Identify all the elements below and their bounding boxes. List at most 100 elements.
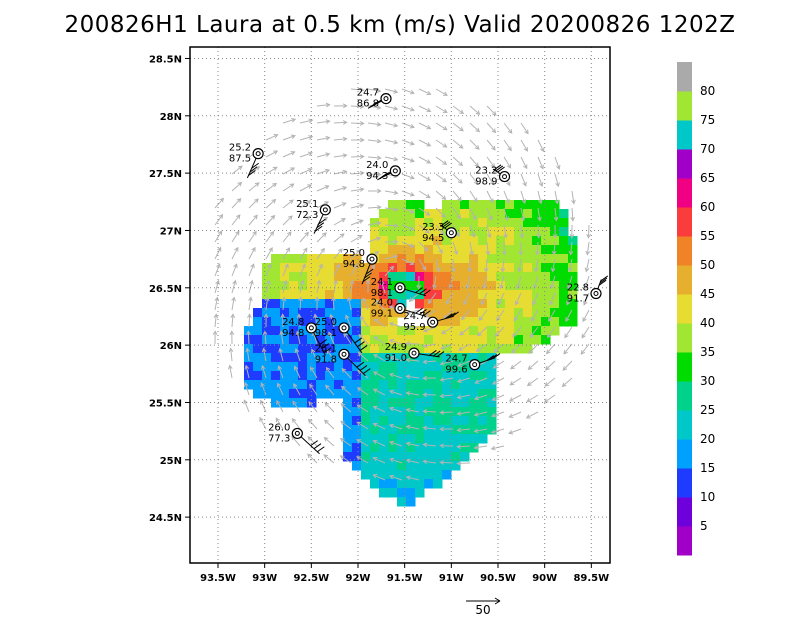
- wind-vector: [530, 309, 539, 322]
- speed-cell: [289, 317, 299, 327]
- speed-cell: [505, 218, 515, 228]
- wind-vector: [456, 427, 471, 433]
- wind-vector: [261, 347, 267, 362]
- speed-cell: [334, 389, 344, 399]
- wind-vector: [584, 258, 590, 273]
- speed-cell: [379, 290, 389, 300]
- wind-vector: [463, 292, 471, 306]
- wind-vector: [367, 105, 382, 110]
- speed-cell: [298, 380, 308, 390]
- wind-vector: [418, 156, 432, 164]
- wind-vector: [418, 258, 427, 271]
- wind-vector: [384, 254, 399, 260]
- wind-vector: [356, 404, 369, 413]
- speed-cell: [424, 344, 434, 354]
- speed-cell: [298, 317, 308, 327]
- speed-cell: [343, 425, 353, 435]
- wind-vector: [231, 181, 243, 192]
- speed-cell: [433, 425, 443, 435]
- speed-cell: [352, 443, 362, 453]
- speed-cell: [352, 398, 362, 408]
- speed-cell: [253, 344, 263, 354]
- speed-cell: [505, 209, 515, 219]
- speed-cell: [352, 461, 362, 471]
- wind-barb-feather: [354, 337, 363, 344]
- speed-cell: [361, 380, 371, 390]
- speed-cell: [334, 254, 344, 264]
- wind-barb-feather: [310, 440, 318, 447]
- speed-cell: [460, 272, 470, 282]
- speed-cell: [487, 209, 497, 219]
- speed-cell: [370, 290, 380, 300]
- dropsonde-station: 24.799.6: [445, 353, 501, 376]
- wind-vector: [246, 330, 251, 345]
- wind-vector: [418, 122, 432, 130]
- speed-cell: [262, 281, 272, 291]
- wind-barb-feather: [323, 347, 332, 354]
- wind-vector: [474, 377, 488, 384]
- wind-vector: [482, 275, 488, 290]
- wind-barb-feather: [448, 312, 456, 319]
- station-marker-inner: [383, 96, 389, 102]
- speed-cell: [568, 263, 578, 273]
- speed-cell: [388, 254, 398, 264]
- speed-cell: [433, 371, 443, 381]
- speed-cell: [424, 281, 434, 291]
- wind-vector: [526, 377, 539, 387]
- wind-vector: [231, 197, 242, 209]
- speed-cell: [370, 479, 380, 489]
- station-bottom-value: 72.3: [296, 210, 318, 221]
- wind-vector: [263, 313, 269, 328]
- speed-cell: [379, 470, 389, 480]
- speed-cell: [460, 254, 470, 264]
- speed-cell: [406, 425, 416, 435]
- wind-vector: [333, 153, 348, 158]
- colorbar-label: 15: [700, 461, 715, 475]
- wind-vector: [537, 156, 544, 170]
- speed-cell: [253, 326, 263, 336]
- wind-vector: [535, 241, 540, 256]
- speed-cell: [424, 443, 434, 453]
- wind-vector: [565, 309, 573, 323]
- speed-cell: [379, 443, 389, 453]
- speed-cell: [262, 344, 272, 354]
- speed-cell: [280, 308, 290, 318]
- speed-cell: [550, 200, 560, 210]
- wind-vector: [350, 219, 364, 226]
- colorbar-segment: [677, 62, 692, 92]
- wind-vector: [491, 377, 505, 385]
- speed-cell: [343, 443, 353, 453]
- speed-cell: [325, 317, 335, 327]
- x-tick-label: 91W: [439, 573, 464, 584]
- speed-cell: [388, 281, 398, 291]
- colorbar-segment: [677, 352, 692, 382]
- wind-vector: [316, 168, 331, 175]
- wind-vector: [435, 105, 448, 114]
- speed-cell: [379, 326, 389, 336]
- wind-vector: [299, 247, 308, 260]
- wind-vector: [309, 383, 318, 396]
- wind-vector: [333, 169, 348, 175]
- speed-cell: [325, 353, 335, 363]
- wind-barb-feather: [600, 275, 609, 282]
- wind-vector: [571, 190, 576, 205]
- wind-vector: [384, 223, 399, 229]
- station-bottom-value: 87.5: [229, 154, 251, 165]
- wind-vector: [375, 299, 386, 311]
- speed-cell: [352, 272, 362, 282]
- station-marker: [291, 427, 303, 440]
- y-tick-label: 25N: [160, 456, 182, 467]
- speed-cell: [487, 389, 497, 399]
- wind-vector: [372, 371, 386, 379]
- speed-cell: [316, 326, 326, 336]
- speed-cell: [424, 218, 434, 228]
- wind-vector: [465, 275, 471, 290]
- speed-cell: [298, 335, 308, 345]
- wind-vector: [248, 246, 256, 260]
- speed-cell: [532, 254, 542, 264]
- speed-cell: [433, 461, 443, 471]
- speed-cell: [325, 389, 335, 399]
- wind-vector: [373, 336, 386, 345]
- wind-vector: [298, 296, 303, 311]
- speed-cell: [316, 290, 326, 300]
